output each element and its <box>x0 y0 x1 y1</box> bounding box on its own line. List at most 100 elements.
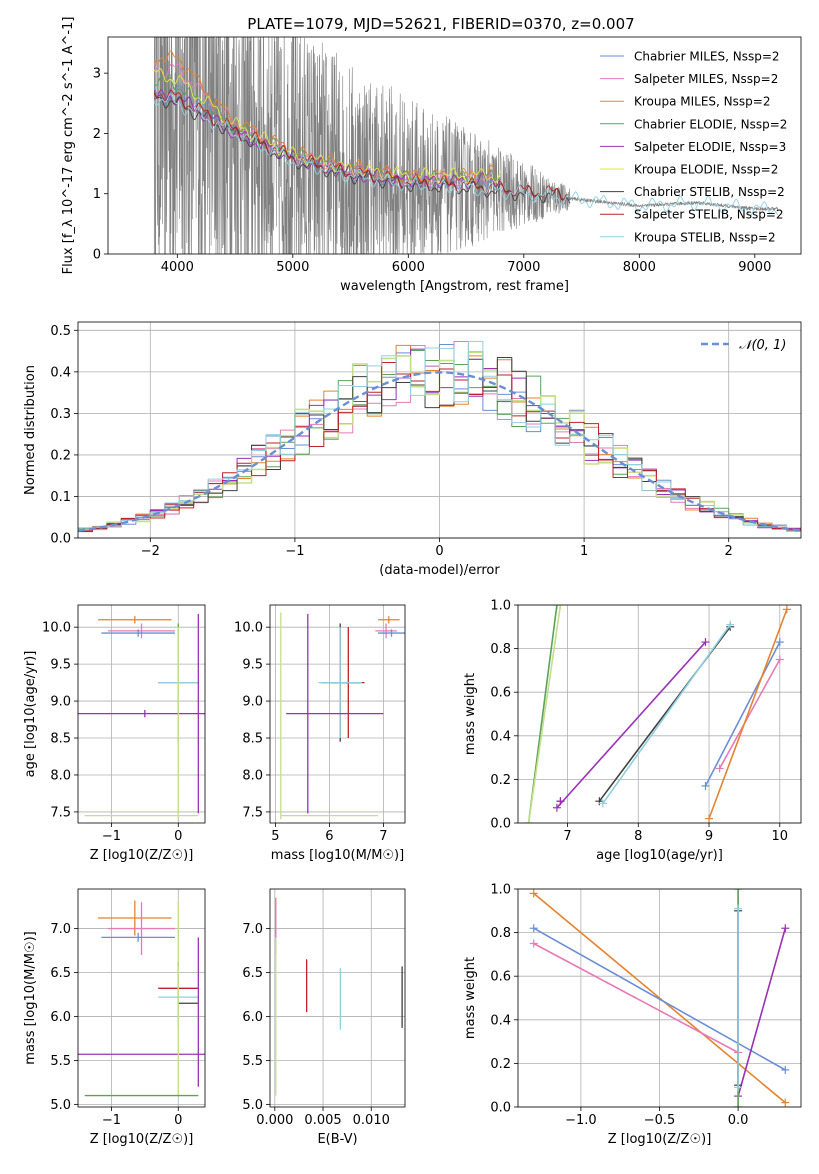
plot-area <box>78 613 205 820</box>
x-axis-label: mass [log10(M/M☉)] <box>271 848 404 863</box>
weight-vs-metallicity-panel: −1.0 −0.5 0.0 0.0 0.2 0.4 0.6 0.8 1.0 Z [log10(Z/… <box>463 883 802 1147</box>
weight-line <box>602 624 731 804</box>
y-tick-label: 1.0 <box>490 599 511 614</box>
x-tick-label: 0 <box>435 544 443 559</box>
y-axis-label: mass weight <box>463 957 478 1039</box>
y-tick-label: 9.0 <box>50 695 71 710</box>
x-tick-label: 2 <box>725 544 733 559</box>
model-spectrum-line <box>153 93 779 217</box>
y-tick-label: 0.0 <box>490 817 511 832</box>
y-tick-label: 6.0 <box>242 1010 263 1025</box>
x-tick-label: 6000 <box>392 260 425 275</box>
x-axis-label: (data-model)/error <box>379 563 500 578</box>
x-axis-label: age [log10(age/yr)] <box>596 848 723 863</box>
plot-area <box>153 37 779 254</box>
x-tick-label: −1.0 <box>565 1113 597 1128</box>
y-tick-label: 5.0 <box>50 1098 71 1113</box>
x-tick-label: −2 <box>141 544 160 559</box>
plot-area <box>275 897 403 1096</box>
y-tick-label: 9.5 <box>50 658 71 673</box>
mass-vs-reddening-panel: 0.000 0.005 0.010 5.0 5.5 6.0 6.5 7.0 E(B-V) <box>242 888 406 1147</box>
observed-spectrum <box>153 37 779 254</box>
weight-line <box>737 928 787 1097</box>
age-vs-metallicity-panel: −1 0 7.5 8.0 8.5 9.0 9.5 10.0 Z [log10(Z/Z☉)] age… <box>23 604 206 863</box>
y-tick-label: 7.5 <box>50 805 71 820</box>
x-tick-label: 9000 <box>738 260 771 275</box>
y-tick-label: 0.4 <box>490 1013 511 1028</box>
y-tick-label: 0.1 <box>50 490 71 505</box>
y-tick-label: 0.6 <box>490 970 511 985</box>
x-tick-label: 8 <box>634 829 642 844</box>
legend-label: Chabrier ELODIE, Nssp=2 <box>634 117 787 131</box>
y-tick-label: 0.6 <box>490 686 511 701</box>
y-tick-label: 1.0 <box>490 883 511 898</box>
y-tick-label: 6.5 <box>50 966 71 981</box>
model-spectrum-line <box>153 89 502 190</box>
legend-label: Salpeter STELIB, Nssp=2 <box>634 208 784 222</box>
x-tick-label: −0.5 <box>644 1113 676 1128</box>
x-axis-label: E(B-V) <box>317 1132 357 1147</box>
normal-curve <box>78 371 801 532</box>
x-axis-label: Z [log10(Z/Z☉)] <box>90 1132 194 1147</box>
x-tick-label: 5 <box>271 829 279 844</box>
x-axis-label: Z [log10(Z/Z☉)] <box>608 1132 712 1147</box>
y-tick-label: 0 <box>93 248 101 263</box>
y-tick-label: 0.0 <box>50 532 71 547</box>
weight-line <box>704 641 781 787</box>
y-tick-label: 6.0 <box>50 1010 71 1025</box>
legend-label: 𝒩(0, 1) <box>739 338 786 353</box>
y-tick-label: 0.0 <box>490 1101 511 1116</box>
plot-area <box>78 900 205 1097</box>
y-tick-label: 5.0 <box>242 1098 263 1113</box>
legend-label: Chabrier STELIB, Nssp=2 <box>634 185 785 199</box>
mass-vs-metallicity-panel: −1 0 5.0 5.5 6.0 6.5 7.0 Z [log10(Z/Z☉)] mass [l… <box>23 888 206 1147</box>
weight-line <box>533 892 786 1104</box>
y-axis-label: age [log10(age/yr)] <box>23 651 38 778</box>
legend-label: Kroupa ELODIE, Nssp=2 <box>634 163 778 177</box>
y-tick-label: 3 <box>93 67 101 82</box>
y-tick-label: 8.5 <box>242 732 263 747</box>
y-tick-label: 10.0 <box>234 621 263 636</box>
figure-title: PLATE=1079, MJD=52621, FIBERID=0370, z=0… <box>247 15 634 33</box>
y-tick-label: 8.0 <box>242 768 263 783</box>
weight-line <box>556 641 707 809</box>
weight-vs-age-panel: 7 8 9 10 0.0 0.2 0.4 0.6 0.8 1.0 age [log10(age/yr… <box>463 599 802 863</box>
x-tick-label: 4000 <box>161 260 194 275</box>
legend-label: Salpeter MILES, Nssp=2 <box>634 72 778 86</box>
y-tick-label: 0.8 <box>490 926 511 941</box>
plot-area <box>280 612 405 820</box>
y-tick-label: 0.2 <box>490 1057 511 1072</box>
x-axis-label: Z [log10(Z/Z☉)] <box>90 848 194 863</box>
x-tick-label: 7000 <box>507 260 540 275</box>
y-tick-label: 0.4 <box>50 365 71 380</box>
axes-frame <box>77 604 206 824</box>
y-tick-label: 0.4 <box>490 729 511 744</box>
y-tick-label: 0.8 <box>490 642 511 657</box>
x-tick-label: 0.0 <box>728 1113 749 1128</box>
x-tick-label: 0.000 <box>256 1113 293 1128</box>
x-tick-label: 7 <box>379 829 387 844</box>
model-spectrum-line <box>153 61 495 187</box>
y-tick-label: 6.5 <box>242 966 263 981</box>
x-tick-label: 9 <box>705 829 713 844</box>
axes-frame <box>517 604 802 824</box>
legend-label: Kroupa STELIB, Nssp=2 <box>634 230 776 244</box>
y-tick-label: 7.0 <box>242 922 263 937</box>
legend-label: Salpeter ELODIE, Nssp=3 <box>634 140 786 154</box>
x-tick-label: −1 <box>285 544 304 559</box>
y-tick-label: 7.5 <box>242 805 263 820</box>
y-tick-label: 7.0 <box>50 922 71 937</box>
residuals-panel: −2 −1 0 1 2 0.0 0.1 0.2 0.3 0.4 0.5 (data-model)/er… <box>23 321 802 578</box>
weight-line <box>533 927 786 1071</box>
y-tick-label: 0.2 <box>490 773 511 788</box>
x-tick-label: 0 <box>174 829 182 844</box>
residual-histogram <box>78 361 801 532</box>
axes-frame <box>77 888 206 1108</box>
y-axis-label: Flux [f_λ 10^-17 erg cm^-2 s^-1 A^-1] <box>61 17 76 275</box>
x-tick-label: 7 <box>563 829 571 844</box>
residual-histogram <box>78 340 801 532</box>
axes-frame <box>107 36 802 255</box>
x-tick-label: 5000 <box>276 260 309 275</box>
legend-label: Kroupa MILES, Nssp=2 <box>634 95 770 109</box>
